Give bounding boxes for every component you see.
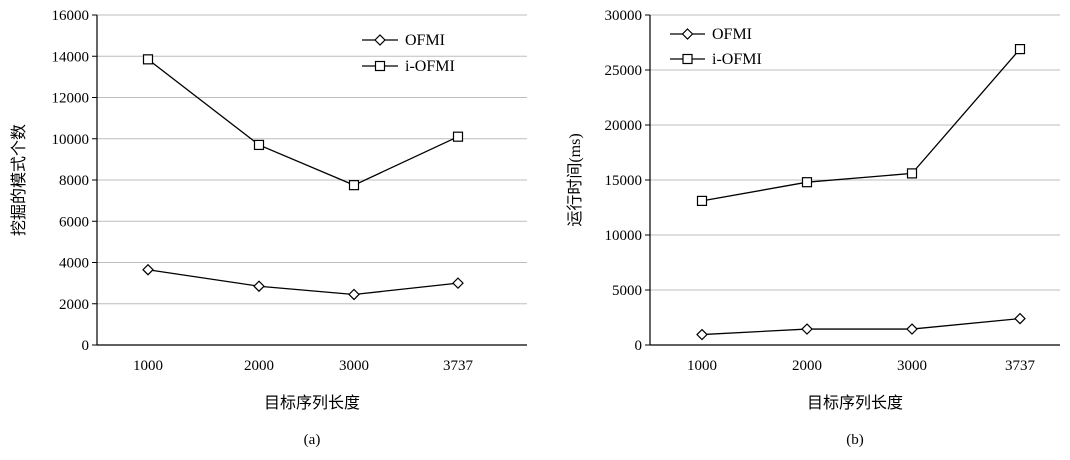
series-line-i-ofmi bbox=[147, 58, 459, 186]
legend-swatch-marker bbox=[682, 53, 693, 65]
legend-label: i-OFMI bbox=[405, 58, 455, 75]
legend-label: OFMI bbox=[712, 26, 752, 43]
legend-swatch-marker bbox=[681, 28, 694, 40]
data-point-ofmi bbox=[906, 323, 918, 335]
legend-swatch-marker bbox=[374, 34, 386, 46]
series-line-ofmi bbox=[701, 317, 1021, 336]
data-point-i-ofmi bbox=[452, 131, 464, 142]
chart-panel-a: 0 2000 4000 6000 8000 10000 12000 14000 16000 100… bbox=[10, 8, 527, 448]
data-point-i-ofmi bbox=[348, 180, 360, 191]
y-axis-title: 挖掘的模式个数 bbox=[10, 124, 28, 236]
y-tick-label: 10000 bbox=[605, 228, 643, 244]
x-tick-label: 2000 bbox=[792, 358, 822, 374]
y-tick-label: 6000 bbox=[59, 214, 89, 230]
panel-label: (b) bbox=[846, 432, 864, 448]
y-tick-label: 0 bbox=[82, 338, 90, 354]
data-point-i-ofmi bbox=[696, 195, 708, 206]
y-tick-label: 25000 bbox=[605, 63, 643, 79]
x-tick-label: 3737 bbox=[443, 358, 474, 374]
x-axis-title: 目标序列长度 bbox=[264, 394, 360, 412]
data-point-ofmi bbox=[253, 280, 265, 293]
y-tick-label: 20000 bbox=[605, 118, 643, 134]
data-point-ofmi bbox=[142, 263, 154, 276]
x-axis-title: 目标序列长度 bbox=[807, 394, 903, 412]
chart-panel-b: 0 5000 10000 15000 20000 25000 30000 1000 2000 30… bbox=[566, 8, 1060, 448]
y-tick-label: 15000 bbox=[605, 173, 643, 189]
y-tick-label: 14000 bbox=[52, 49, 90, 65]
data-point-i-ofmi bbox=[1014, 43, 1026, 55]
y-tick-label: 2000 bbox=[59, 297, 89, 313]
data-point-ofmi bbox=[452, 277, 464, 289]
y-tick-label: 5000 bbox=[612, 283, 642, 299]
data-point-i-ofmi bbox=[801, 177, 813, 188]
data-point-i-ofmi bbox=[142, 54, 154, 65]
legend-label: OFMI bbox=[405, 32, 445, 49]
y-tick-label: 8000 bbox=[59, 173, 89, 189]
x-tick-label: 1000 bbox=[687, 358, 717, 374]
series-line-ofmi bbox=[147, 269, 459, 296]
x-tick-label: 3000 bbox=[339, 358, 369, 374]
data-point-ofmi bbox=[348, 288, 360, 301]
y-tick-label: 0 bbox=[635, 338, 643, 354]
y-tick-label: 16000 bbox=[52, 8, 90, 24]
y-tick-label: 10000 bbox=[52, 132, 90, 148]
data-point-ofmi bbox=[696, 328, 708, 341]
data-point-ofmi bbox=[801, 323, 813, 335]
legend-label: i-OFMI bbox=[712, 51, 762, 68]
data-point-i-ofmi bbox=[906, 168, 918, 179]
x-tick-label: 3737 bbox=[1005, 358, 1036, 374]
y-axis-title: 运行时间(ms) bbox=[566, 133, 584, 226]
y-tick-label: 12000 bbox=[52, 91, 90, 107]
x-tick-label: 2000 bbox=[244, 358, 274, 374]
legend-swatch-marker bbox=[374, 60, 386, 72]
y-tick-label: 4000 bbox=[59, 256, 89, 272]
y-tick-label: 30000 bbox=[605, 8, 643, 24]
data-point-ofmi bbox=[1014, 312, 1026, 325]
panel-label: (a) bbox=[304, 432, 321, 448]
x-tick-label: 1000 bbox=[133, 358, 163, 374]
x-tick-label: 3000 bbox=[897, 358, 927, 374]
data-point-i-ofmi bbox=[253, 139, 265, 151]
series-line-i-ofmi bbox=[701, 48, 1021, 202]
